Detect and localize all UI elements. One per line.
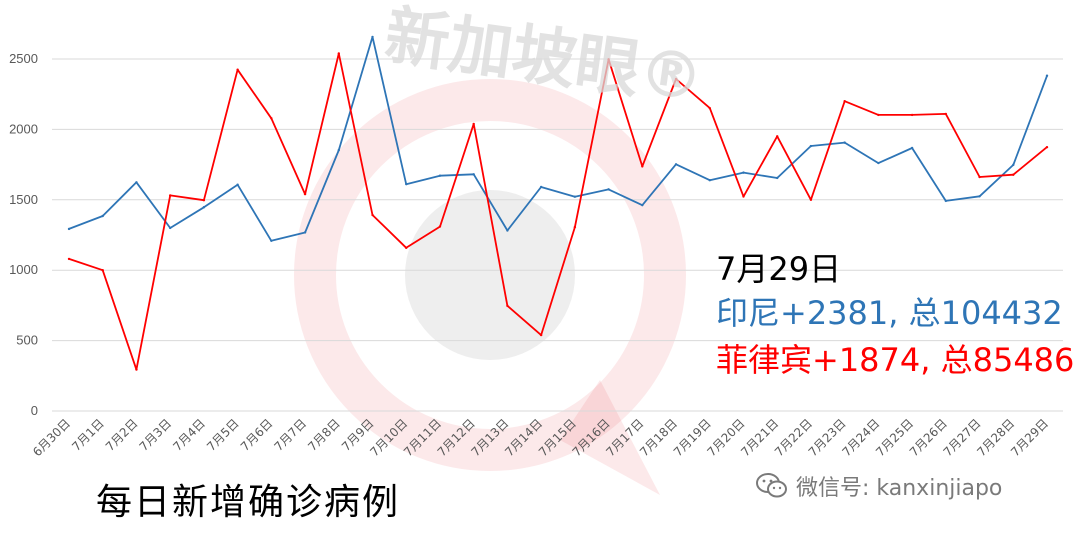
x-tick-label: 7月8日 xyxy=(305,416,343,454)
watermark-center xyxy=(405,190,575,360)
data-point-indonesia xyxy=(472,173,475,176)
watermark-logo xyxy=(294,79,686,495)
chart-caption: 每日新增确诊病例 xyxy=(96,482,401,523)
data-point-philippines xyxy=(944,112,948,116)
data-point-indonesia xyxy=(168,226,172,230)
data-point-philippines xyxy=(337,52,340,55)
data-point-philippines xyxy=(236,68,239,71)
data-point-philippines xyxy=(573,225,577,229)
data-point-philippines xyxy=(877,113,880,117)
data-point-philippines xyxy=(910,113,914,117)
data-point-indonesia xyxy=(1012,163,1015,167)
watermark-tail xyxy=(560,380,660,495)
data-point-philippines xyxy=(202,199,206,202)
wechat-label: 微信号: kanxinjiapo xyxy=(796,476,1003,501)
x-tick-label: 7月1日 xyxy=(69,416,107,454)
data-point-philippines xyxy=(405,246,408,250)
data-point-indonesia xyxy=(135,181,138,184)
data-point-indonesia xyxy=(438,174,442,177)
data-point-philippines xyxy=(809,198,813,201)
x-tick-label: 7月4日 xyxy=(170,416,208,454)
data-point-philippines xyxy=(168,194,172,197)
data-point-indonesia xyxy=(1045,74,1049,77)
data-point-philippines xyxy=(641,165,644,168)
data-point-indonesia xyxy=(708,179,711,182)
data-point-philippines xyxy=(607,58,610,61)
data-point-indonesia xyxy=(607,188,610,191)
data-point-indonesia xyxy=(742,171,745,174)
data-point-philippines xyxy=(303,192,307,196)
data-point-philippines xyxy=(674,77,678,81)
data-point-philippines xyxy=(1012,173,1015,176)
data-point-indonesia xyxy=(371,35,374,39)
x-tick-label: 7月7日 xyxy=(272,416,310,454)
data-point-indonesia xyxy=(303,231,307,234)
data-point-philippines xyxy=(742,195,745,198)
x-tick-label: 7月2日 xyxy=(103,416,141,454)
data-point-indonesia xyxy=(641,203,644,207)
y-tick-label: 1500 xyxy=(9,192,38,207)
data-point-philippines xyxy=(506,304,509,308)
data-point-indonesia xyxy=(202,206,206,209)
y-tick-label: 1000 xyxy=(9,262,38,277)
wechat-icon xyxy=(756,473,787,498)
data-point-indonesia xyxy=(910,146,914,150)
data-point-indonesia xyxy=(776,176,779,180)
gridlines xyxy=(52,58,1063,412)
data-point-philippines xyxy=(438,225,442,228)
x-tick-label: 7月6日 xyxy=(238,416,276,454)
x-tick-label: 7月5日 xyxy=(204,416,242,454)
data-point-indonesia xyxy=(337,148,340,152)
y-tick-label: 2500 xyxy=(9,51,38,66)
y-tick-label: 500 xyxy=(16,333,38,348)
data-point-philippines xyxy=(371,213,374,217)
data-point-indonesia xyxy=(809,144,813,148)
series-line-indonesia xyxy=(68,36,1048,242)
watermark-ring xyxy=(294,79,686,471)
x-tick-label: 6月30日 xyxy=(30,416,73,459)
data-point-philippines xyxy=(978,175,981,179)
data-point-indonesia xyxy=(674,163,678,166)
data-point-indonesia xyxy=(843,141,846,144)
series-line-philippines xyxy=(68,52,1048,371)
data-point-philippines xyxy=(708,106,711,110)
data-point-philippines xyxy=(539,333,543,337)
data-point-indonesia xyxy=(67,227,71,231)
data-point-philippines xyxy=(1045,145,1049,149)
annotation-indonesia: 印尼+2381, 总104432 xyxy=(716,294,1063,332)
data-point-indonesia xyxy=(236,183,239,186)
annotation-philippines: 菲律宾+1874, 总85486 xyxy=(716,341,1075,379)
data-point-indonesia xyxy=(506,229,509,232)
data-point-philippines xyxy=(843,100,846,103)
data-point-indonesia xyxy=(539,185,543,189)
data-point-indonesia xyxy=(944,199,948,203)
data-point-philippines xyxy=(472,122,475,126)
y-tick-label: 2000 xyxy=(9,121,38,136)
x-tick-label: 7月29日 xyxy=(1008,416,1051,459)
data-point-indonesia xyxy=(270,239,273,242)
data-point-philippines xyxy=(135,368,138,371)
data-point-indonesia xyxy=(101,214,104,218)
wechat-account: 微信号: kanxinjiapo xyxy=(756,470,1002,502)
data-point-philippines xyxy=(270,117,273,120)
data-point-indonesia xyxy=(405,182,408,186)
data-point-indonesia xyxy=(978,195,981,198)
x-tick-label: 7月3日 xyxy=(137,416,175,454)
data-point-indonesia xyxy=(877,161,880,165)
y-tick-label: 0 xyxy=(31,403,38,418)
series-lines xyxy=(67,35,1049,371)
data-point-philippines xyxy=(101,269,104,272)
data-point-philippines xyxy=(776,135,779,138)
data-point-indonesia xyxy=(573,195,577,198)
y-axis-ticks: 0 500 1000 1500 2000 2500 xyxy=(9,51,38,418)
annotation-date: 7月29日 xyxy=(716,250,842,288)
data-point-philippines xyxy=(67,257,71,261)
